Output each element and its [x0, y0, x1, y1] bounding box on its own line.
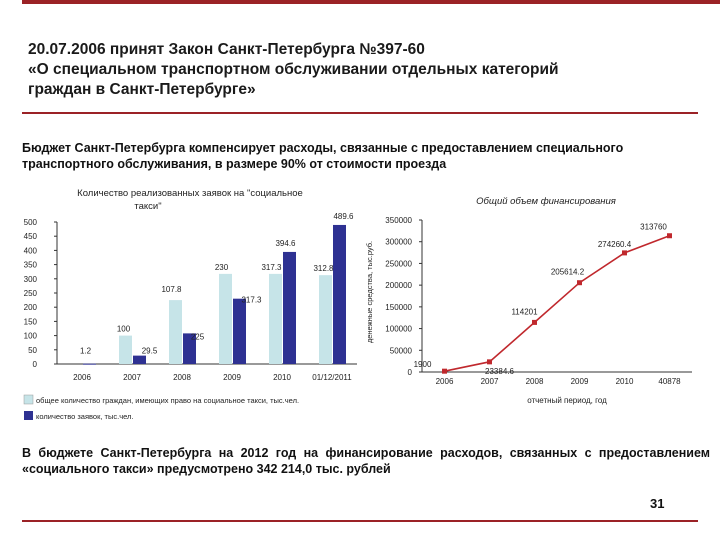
bar-x-tick-label: 2010: [273, 373, 291, 382]
bar-data-label: 1.2: [80, 347, 92, 356]
requests-bar-chart: Количество реализованных заявок на "соци…: [23, 188, 357, 421]
bar-y-tick-label: 300: [24, 275, 38, 284]
bar-eligible-2007: [119, 335, 132, 364]
financing-line: [444, 234, 670, 372]
bar-data-label: 29.5: [142, 347, 158, 356]
financing-point: [442, 368, 447, 374]
bar-y-tick-label: 0: [33, 360, 38, 369]
bar-y-tick-label: 500: [24, 218, 38, 227]
bar-y-tick-label: 400: [24, 246, 38, 255]
bar-y-tick-label: 150: [24, 317, 38, 326]
line-y-tick-label: 100000: [385, 325, 412, 334]
bar-x-tick-label: 01/12/2011: [312, 373, 352, 382]
line-x-tick-label: 2006: [436, 377, 454, 386]
title-line: 20.07.2006 принят Закон Санкт-Петербурга…: [28, 41, 425, 58]
bar-data-label: 489.6: [333, 212, 354, 221]
bar-eligible-2008: [169, 300, 182, 364]
page-number: 31: [650, 496, 665, 511]
bar-y-tick-label: 250: [24, 289, 38, 298]
line-x-tick-label: 2009: [571, 377, 589, 386]
intro-text: Бюджет Санкт-Петербурга компенсирует рас…: [22, 141, 624, 171]
bar-data-label: 225: [191, 332, 205, 341]
financing-point: [577, 280, 582, 286]
bar-x-tick-label: 2007: [123, 373, 141, 382]
bar-requests-2009: [233, 298, 246, 364]
left-margin-block: [0, 0, 22, 98]
title-divider: [22, 112, 698, 114]
bar-eligible-2010: [269, 273, 282, 364]
financing-point: [622, 250, 627, 256]
bar-data-label: 107.8: [161, 285, 182, 294]
line-y-tick-label: 250000: [385, 259, 412, 268]
bar-eligible-2009: [219, 273, 232, 364]
bar-y-tick-label: 50: [28, 346, 37, 355]
bar-x-tick-label: 2006: [73, 373, 91, 382]
slide-title: 20.07.2006 принят Закон Санкт-Петербурга…: [28, 40, 698, 100]
line-x-tick-label: 2007: [481, 377, 499, 386]
bar-eligible-01/12/2011: [319, 275, 332, 364]
bar-requests-2007: [133, 355, 146, 364]
bar-data-label: 394.6: [275, 239, 296, 248]
financing-point: [487, 359, 492, 365]
bar-y-tick-label: 350: [24, 261, 38, 270]
bar-chart-title-line1: Количество реализованных заявок на "соци…: [77, 188, 303, 199]
bar-y-tick-label: 200: [24, 303, 38, 312]
financing-data-label: 114201: [511, 307, 538, 316]
line-y-tick-label: 150000: [385, 303, 412, 312]
bar-data-label: 100: [117, 325, 131, 334]
bar-y-tick-label: 450: [24, 232, 38, 241]
legend-label-requests: количество заявок, тыс.чел.: [36, 412, 134, 421]
top-accent-rule: [0, 0, 720, 4]
bar-requests-2006: [83, 363, 96, 365]
bar-requests-2010: [283, 251, 296, 364]
bottom-divider: [22, 520, 698, 522]
bar-data-label: 230: [215, 263, 229, 272]
line-y-tick-label: 0: [408, 368, 413, 377]
title-line: граждан в Санкт-Петербурге»: [28, 81, 256, 98]
bar-data-label: 317.3: [241, 296, 262, 305]
bar-x-tick-label: 2008: [173, 373, 191, 382]
financing-data-label: 23384.6: [485, 367, 514, 376]
financing-data-label: 205614.2: [551, 268, 585, 277]
line-y-tick-label: 200000: [385, 281, 412, 290]
bar-data-label: 317.3: [261, 263, 282, 272]
legend-label-eligible: общее количество граждан, имеющих право …: [36, 396, 299, 405]
line-x-tick-label: 2008: [526, 377, 544, 386]
financing-data-label: 313760: [640, 223, 667, 232]
bar-requests-2008: [183, 333, 196, 364]
line-y-tick-label: 350000: [385, 216, 412, 225]
financing-data-label: 1900: [414, 360, 432, 369]
legend-swatch-requests: [24, 411, 33, 420]
line-x-axis-label: отчетный период, год: [527, 396, 607, 405]
financing-data-label: 274260.4: [598, 240, 632, 249]
line-x-tick-label: 40878: [658, 377, 681, 386]
bar-y-tick-label: 100: [24, 332, 38, 341]
financing-point: [667, 233, 672, 239]
legend-swatch-eligible: [23, 394, 34, 405]
line-y-axis-label: денежные средства, тыс.руб.: [365, 241, 374, 343]
line-y-tick-label: 300000: [385, 238, 412, 247]
financing-line-chart: Общий объем финансирования 0 50000 100000 1…: [365, 196, 692, 405]
bar-chart-title-line2: такси": [134, 201, 161, 212]
bar-requests-01/12/2011: [333, 224, 346, 364]
line-y-tick-label: 50000: [390, 346, 413, 355]
line-chart-title: Общий объем финансирования: [476, 196, 616, 207]
budget-note: В бюджете Санкт-Петербурга на 2012 год н…: [22, 446, 710, 476]
financing-point: [532, 319, 537, 325]
bar-x-tick-label: 2009: [223, 373, 241, 382]
bar-data-label: 312.8: [313, 264, 334, 273]
line-x-tick-label: 2010: [616, 377, 634, 386]
title-line: «О специальном транспортном обслуживании…: [28, 61, 559, 78]
